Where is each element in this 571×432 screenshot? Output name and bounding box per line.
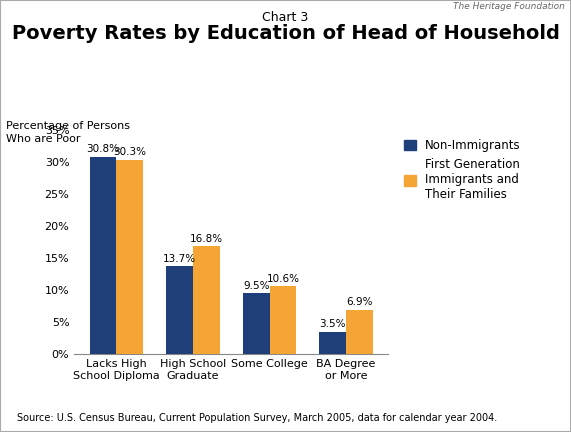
- Text: 9.5%: 9.5%: [243, 281, 270, 291]
- Text: 13.7%: 13.7%: [163, 254, 196, 264]
- Text: Chart 3: Chart 3: [263, 11, 308, 24]
- Bar: [166, 266, 193, 354]
- Bar: [193, 246, 220, 354]
- Text: 3.5%: 3.5%: [320, 319, 346, 329]
- Text: 30.3%: 30.3%: [113, 147, 146, 157]
- Legend: Non-Immigrants, First Generation
Immigrants and
Their Families: Non-Immigrants, First Generation Immigra…: [400, 136, 524, 204]
- Text: 6.9%: 6.9%: [346, 297, 373, 308]
- Text: Percentage of Persons: Percentage of Persons: [6, 121, 130, 131]
- Text: 10.6%: 10.6%: [267, 273, 299, 284]
- Bar: [243, 293, 270, 354]
- Text: The Heritage Foundation: The Heritage Foundation: [453, 2, 565, 11]
- Text: Source: U.S. Census Bureau, Current Population Survey, March 2005, data for cale: Source: U.S. Census Bureau, Current Popu…: [17, 413, 497, 423]
- Text: Who are Poor: Who are Poor: [6, 134, 80, 144]
- Bar: [270, 286, 296, 354]
- Text: Poverty Rates by Education of Head of Household: Poverty Rates by Education of Head of Ho…: [11, 24, 560, 43]
- Bar: [90, 156, 116, 354]
- Bar: [319, 332, 346, 354]
- Text: 16.8%: 16.8%: [190, 234, 223, 244]
- Bar: [116, 160, 143, 354]
- Bar: [346, 310, 373, 354]
- Text: 30.8%: 30.8%: [86, 144, 119, 154]
